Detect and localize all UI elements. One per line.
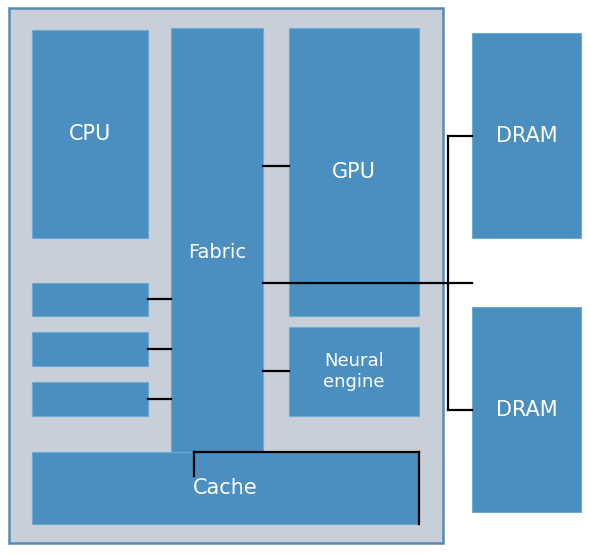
Bar [171, 28, 263, 476]
Bar [472, 33, 581, 238]
Bar [32, 382, 148, 416]
Bar [289, 28, 419, 316]
Text: CPU: CPU [69, 124, 111, 145]
Bar [32, 30, 148, 238]
Text: GPU: GPU [332, 162, 376, 182]
Bar [32, 283, 148, 316]
Bar [9, 8, 442, 543]
Text: DRAM: DRAM [496, 126, 558, 146]
Bar [472, 307, 581, 512]
Text: Neural
engine: Neural engine [323, 352, 385, 391]
Text: Cache: Cache [194, 478, 258, 497]
Bar [289, 327, 419, 416]
Text: DRAM: DRAM [496, 400, 558, 420]
Bar [32, 452, 419, 524]
Text: Fabric: Fabric [188, 243, 246, 261]
Bar [32, 332, 148, 366]
